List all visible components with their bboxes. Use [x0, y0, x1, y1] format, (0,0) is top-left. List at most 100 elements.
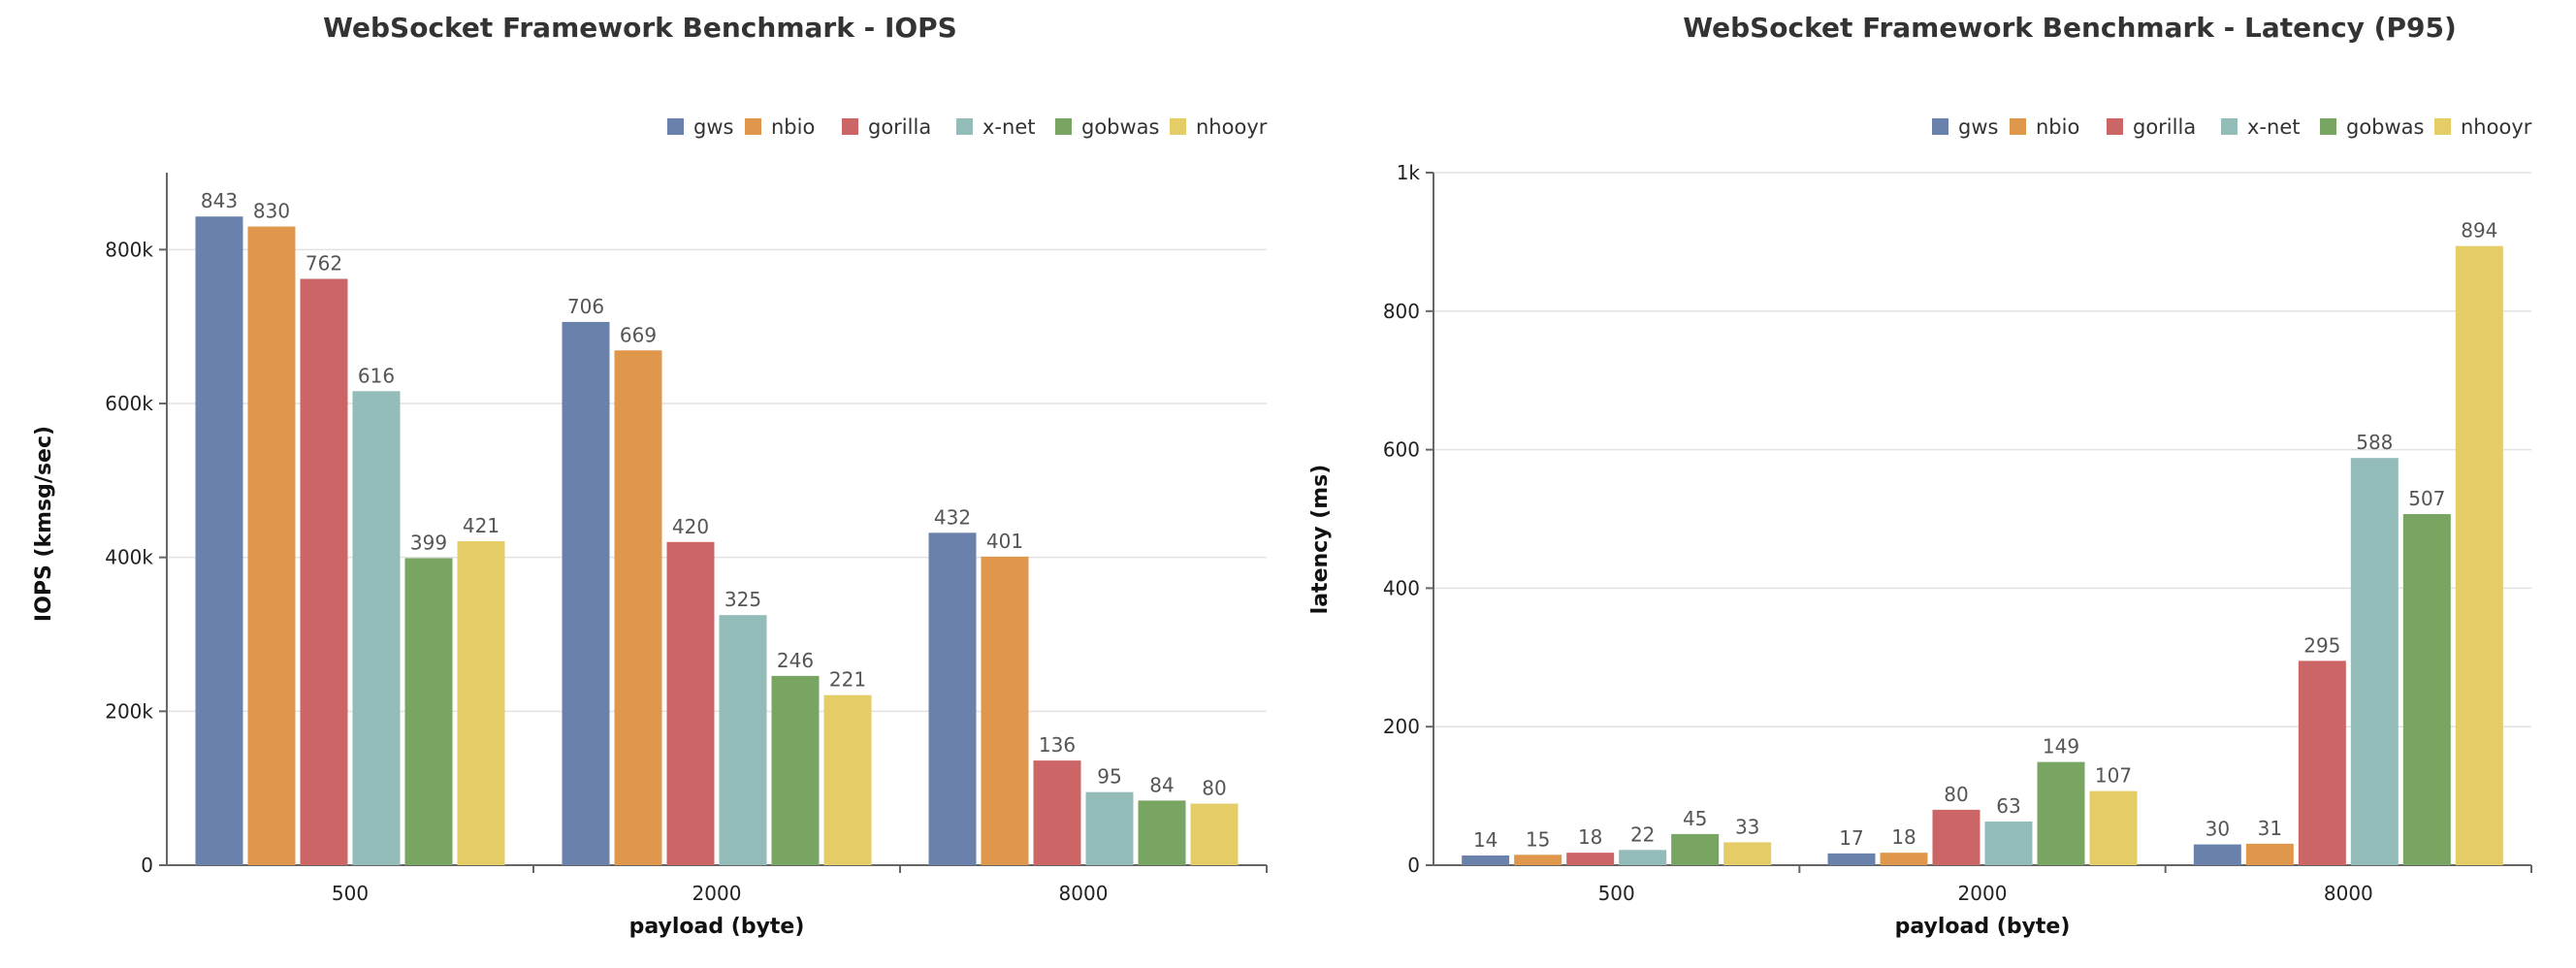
bar-gobwas-2000 [2037, 761, 2085, 865]
legend-item-gws[interactable]: gws [1932, 115, 1998, 139]
bar-nhooyr-8000 [2455, 245, 2503, 865]
data-label-gobwas-2000: 246 [777, 649, 814, 672]
chart-title: WebSocket Framework Benchmark - IOPS [323, 12, 957, 44]
legend-label: nbio [771, 115, 815, 139]
data-label-gobwas-500: 45 [1683, 807, 1707, 830]
legend-item-x-net[interactable]: x-net [956, 115, 1035, 139]
legend-item-nbio[interactable]: nbio [745, 115, 815, 139]
legend-item-gws[interactable]: gws [667, 115, 733, 139]
bar-gws-8000 [2193, 844, 2241, 865]
bar-nhooyr-2000 [2089, 791, 2138, 865]
bar-gobwas-8000 [2402, 514, 2451, 865]
y-axis-title: latency (ms) [1308, 465, 1333, 615]
chart-iops: WebSocket Framework Benchmark - IOPS 0 200… [32, 12, 1268, 939]
bar-nhooyr-2000 [823, 694, 872, 865]
y-tick-label: 600k [105, 392, 153, 415]
data-label-nhooyr-500: 33 [1735, 815, 1759, 838]
data-label-nbio-2000: 18 [1891, 825, 1916, 849]
x-tick-label: 2000 [692, 882, 742, 905]
data-label-gorilla-2000: 80 [1944, 783, 1968, 806]
bar-x-net-2000 [1984, 822, 2033, 865]
legend-label: gorilla [2133, 115, 2196, 139]
x-axis-title: payload (byte) [1895, 915, 2071, 939]
legend-label: x-net [2247, 115, 2300, 139]
x-tick-label: 8000 [2324, 882, 2373, 905]
legend-swatch [2320, 118, 2336, 135]
x-tick-label: 500 [1598, 882, 1635, 905]
data-label-gobwas-8000: 84 [1149, 773, 1174, 796]
legend-label: gorilla [868, 115, 931, 139]
bar-gobwas-500 [1671, 833, 1720, 865]
legend-label: nhooyr [2461, 115, 2532, 139]
bar-nbio-2000 [1880, 853, 1928, 865]
legend-item-nhooyr[interactable]: nhooyr [1170, 115, 1268, 139]
y-tick-label: 800k [105, 238, 153, 261]
bar-gws-2000 [1827, 853, 1876, 865]
legend-item-x-net[interactable]: x-net [2221, 115, 2300, 139]
data-label-gobwas-2000: 149 [2043, 735, 2079, 758]
data-label-nhooyr-8000: 894 [2461, 219, 2497, 242]
legend-label: gws [1958, 115, 1998, 139]
data-label-x-net-2000: 325 [724, 588, 761, 611]
y-tick-label: 1k [1397, 161, 1421, 184]
data-label-x-net-500: 616 [358, 364, 395, 387]
y-tick-label: 0 [141, 854, 153, 877]
bar-x-net-8000 [2350, 458, 2399, 865]
y-tick-label: 800 [1383, 300, 1420, 323]
bar-nbio-8000 [981, 556, 1029, 865]
bar-nhooyr-8000 [1190, 803, 1239, 865]
data-label-gws-8000: 30 [2206, 818, 2230, 841]
legend: gws nbio gorilla x-net gobwas nhooyr [1932, 115, 2532, 139]
x-tick-label: 500 [332, 882, 369, 905]
x-axis-title: payload (byte) [629, 915, 805, 939]
data-label-nhooyr-8000: 80 [1202, 777, 1226, 800]
bar-gorilla-2000 [666, 541, 715, 865]
data-label-gorilla-500: 762 [306, 251, 342, 274]
legend-label: nhooyr [1196, 115, 1268, 139]
legend-swatch [2221, 118, 2238, 135]
legend-item-nbio[interactable]: nbio [2010, 115, 2079, 139]
data-label-gorilla-500: 18 [1578, 825, 1602, 849]
legend-label: gobwas [1081, 115, 1160, 139]
bar-gws-500 [1462, 855, 1510, 865]
legend-swatch [1932, 118, 1948, 135]
legend-label: gobwas [2346, 115, 2425, 139]
data-label-x-net-8000: 95 [1097, 765, 1121, 789]
bar-nbio-500 [247, 226, 296, 866]
data-label-x-net-2000: 63 [1996, 794, 2020, 818]
bar-nbio-8000 [2245, 843, 2294, 865]
bar-x-net-500 [1619, 850, 1667, 865]
chart-latency: WebSocket Framework Benchmark - Latency … [1308, 12, 2532, 939]
bar-gobwas-8000 [1138, 800, 1186, 865]
legend-item-gorilla[interactable]: gorilla [842, 115, 931, 139]
y-tick-label: 200k [105, 699, 153, 723]
data-label-gws-2000: 17 [1839, 826, 1863, 850]
data-label-gws-2000: 706 [567, 295, 604, 318]
data-label-gws-500: 14 [1473, 828, 1497, 852]
data-label-nhooyr-500: 421 [463, 514, 499, 537]
legend-swatch [667, 118, 684, 135]
y-tick-label: 600 [1383, 438, 1420, 462]
bar-nbio-2000 [614, 350, 662, 865]
bar-gorilla-500 [1566, 853, 1615, 865]
data-label-gobwas-8000: 507 [2408, 487, 2445, 510]
bar-gorilla-2000 [1932, 809, 1980, 865]
data-label-x-net-500: 22 [1630, 823, 1655, 846]
legend-item-gorilla[interactable]: gorilla [2107, 115, 2196, 139]
legend-swatch [2434, 118, 2451, 135]
legend-item-nhooyr[interactable]: nhooyr [2434, 115, 2532, 139]
bar-gws-8000 [928, 532, 977, 865]
data-label-nbio-2000: 669 [620, 323, 657, 346]
legend-swatch [1170, 118, 1186, 135]
data-label-nhooyr-2000: 107 [2095, 764, 2132, 788]
data-label-gorilla-8000: 136 [1039, 733, 1076, 757]
legend-item-gobwas[interactable]: gobwas [1055, 115, 1160, 139]
y-tick-label: 400 [1383, 576, 1420, 599]
y-tick-label: 200 [1383, 715, 1420, 738]
data-label-nbio-8000: 401 [986, 530, 1023, 553]
x-tick-label: 2000 [1958, 882, 2008, 905]
y-axis-title: IOPS (kmsg/sec) [32, 426, 56, 622]
bar-gws-500 [195, 216, 243, 866]
legend-item-gobwas[interactable]: gobwas [2320, 115, 2425, 139]
